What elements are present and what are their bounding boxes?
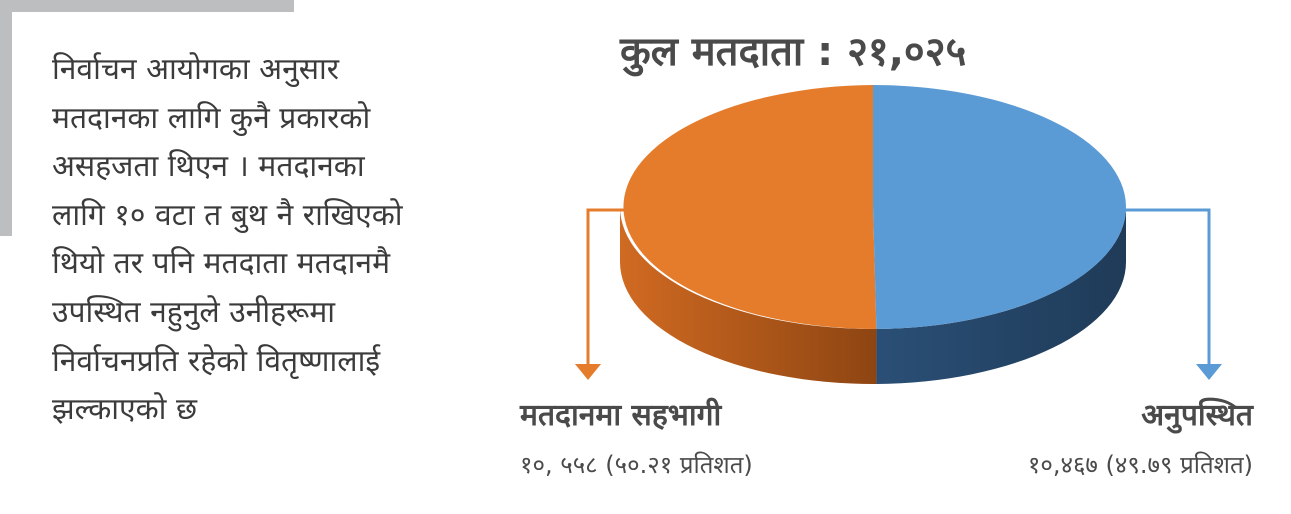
pie-slice-absent — [873, 85, 1126, 329]
paragraph-line: उपस्थित नहुनुले उनीहरूमा — [52, 294, 336, 330]
leader-arrow-participated — [575, 364, 601, 380]
leader-line-absent — [1121, 208, 1211, 368]
frame-top-bar — [0, 0, 294, 12]
paragraph-line: निर्वाचनप्रति रहेको वितृष्णालाई — [52, 343, 381, 379]
description-paragraph: निर्वाचन आयोगका अनुसार मतदानका लागि कुनै… — [52, 46, 522, 435]
leader-line-participated — [586, 208, 625, 368]
pie-slice-participated — [623, 85, 877, 329]
slice-value-participated: १०, ५५८ (५०.२१ प्रतिशत) — [520, 451, 753, 479]
slice-value-absent: १०,४६७ (४९.७९ प्रतिशत) — [1027, 451, 1253, 479]
slice-label-participated: मतदानमा सहभागी — [520, 398, 722, 433]
paragraph-line: थियो तर पनि मतदाता मतदानमै — [52, 246, 391, 282]
pie-side-participated — [620, 207, 877, 384]
paragraph-line: लागि १० वटा त बुथ नै राखिएको — [52, 197, 403, 233]
paragraph-line: मतदानका लागि कुनै प्रकारको — [52, 100, 371, 136]
leader-arrow-absent — [1196, 364, 1222, 380]
paragraph-line: झल्काएको छ — [52, 392, 197, 428]
slice-label-absent: अनुपस्थित — [1141, 398, 1253, 433]
frame-left-bar — [0, 0, 12, 236]
paragraph-line: निर्वाचन आयोगका अनुसार — [52, 52, 340, 87]
pie-side-absent — [876, 207, 1126, 384]
chart-title: कुल मतदाता : २१,०२५ — [620, 29, 967, 75]
paragraph-line: असहजता थिएन । मतदानका — [52, 149, 365, 185]
